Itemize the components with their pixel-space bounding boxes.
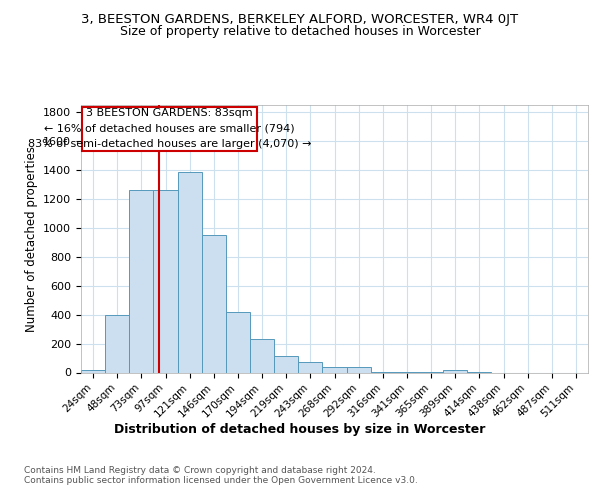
Bar [202, 235, 226, 372]
Bar [274, 356, 298, 372]
Text: Distribution of detached houses by size in Worcester: Distribution of detached houses by size … [115, 422, 485, 436]
FancyBboxPatch shape [82, 106, 257, 150]
Bar [129, 190, 154, 372]
Bar [443, 370, 467, 372]
Bar [322, 366, 347, 372]
Text: 3 BEESTON GARDENS: 83sqm
← 16% of detached houses are smaller (794)
83% of semi-: 3 BEESTON GARDENS: 83sqm ← 16% of detach… [28, 108, 311, 149]
Bar [347, 366, 371, 372]
Text: 3, BEESTON GARDENS, BERKELEY ALFORD, WORCESTER, WR4 0JT: 3, BEESTON GARDENS, BERKELEY ALFORD, WOR… [82, 12, 518, 26]
Text: Size of property relative to detached houses in Worcester: Size of property relative to detached ho… [119, 25, 481, 38]
Bar [226, 312, 250, 372]
Bar [250, 339, 274, 372]
Bar [178, 172, 202, 372]
Bar [105, 314, 129, 372]
Bar [154, 190, 178, 372]
Text: Contains HM Land Registry data © Crown copyright and database right 2024.
Contai: Contains HM Land Registry data © Crown c… [24, 466, 418, 485]
Y-axis label: Number of detached properties: Number of detached properties [25, 146, 38, 332]
Bar [81, 370, 105, 372]
Bar [298, 362, 322, 372]
